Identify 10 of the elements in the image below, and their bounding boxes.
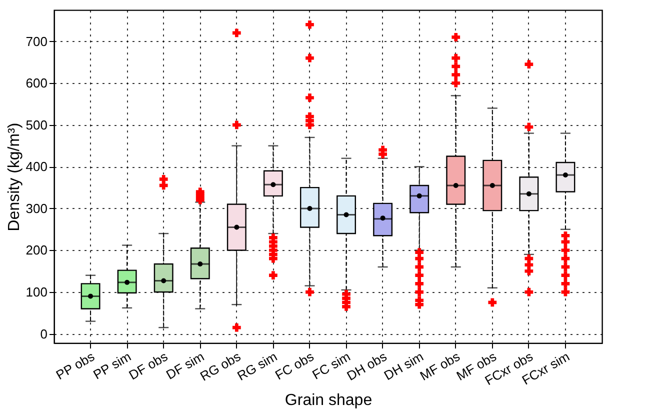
y-tick-label: 500 bbox=[26, 117, 48, 132]
y-tick-label: 300 bbox=[26, 200, 48, 216]
y-axis-title: Density (kg/m³) bbox=[6, 122, 23, 232]
y-tick-label: 100 bbox=[26, 284, 48, 300]
y-tick-label: 700 bbox=[26, 34, 48, 49]
y-tick-label: 200 bbox=[26, 242, 48, 258]
y-tick-label: 0 bbox=[40, 326, 48, 342]
y-tick-label: 400 bbox=[26, 159, 48, 174]
y-tick-label: 600 bbox=[26, 76, 48, 91]
x-axis-title: Grain shape bbox=[284, 392, 372, 410]
